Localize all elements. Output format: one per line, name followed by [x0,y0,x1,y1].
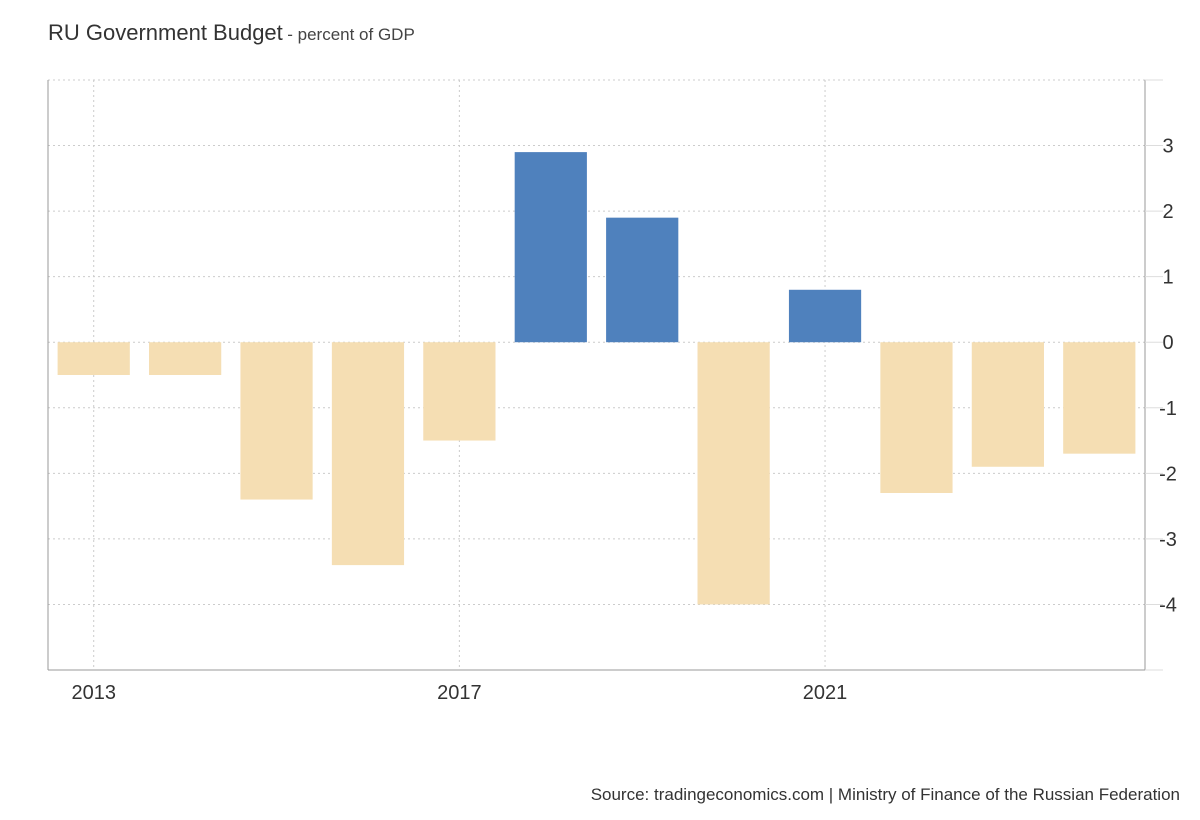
bar-2018[interactable] [514,152,587,343]
bar-2013[interactable] [57,342,130,375]
axis-layer: 3 2 1 0 -1 -2 -3 -4 2013 2017 2021 [47,79,1177,704]
bar-2023[interactable] [971,342,1044,467]
x-tick-label: 2017 [437,682,482,704]
bar-2019[interactable] [606,217,679,343]
y-tick-label: -2 [1159,463,1177,485]
source-note: Source: tradingeconomics.com | Ministry … [590,785,1180,804]
chart-subtitle: - percent of GDP [287,25,415,44]
y-tick-label: 2 [1162,201,1173,223]
bar-2015[interactable] [240,342,313,500]
bar-2014[interactable] [149,342,222,375]
y-tick-label: 0 [1162,332,1173,354]
bar-2017[interactable] [423,342,496,441]
y-tick-label: -1 [1159,398,1177,420]
bar-2020[interactable] [697,342,770,605]
y-tick-label: -3 [1159,529,1177,551]
bar-2022[interactable] [880,342,953,493]
chart-title: RU Government Budget [48,20,283,45]
y-tick-label: 3 [1162,136,1173,158]
x-tick-label: 2021 [803,682,848,704]
y-tick-label: -4 [1159,594,1177,616]
bar-chart: 3 2 1 0 -1 -2 -3 -4 2013 2017 2021 [47,79,1177,704]
y-tick-label: 1 [1162,267,1173,289]
chart-title-row: RU Government Budget - percent of GDP [48,20,415,46]
x-tick-label: 2013 [71,682,116,704]
bars-layer [57,152,1136,605]
bar-2021[interactable] [788,289,862,343]
bar-2016[interactable] [331,342,405,566]
bar-2024[interactable] [1063,342,1136,454]
